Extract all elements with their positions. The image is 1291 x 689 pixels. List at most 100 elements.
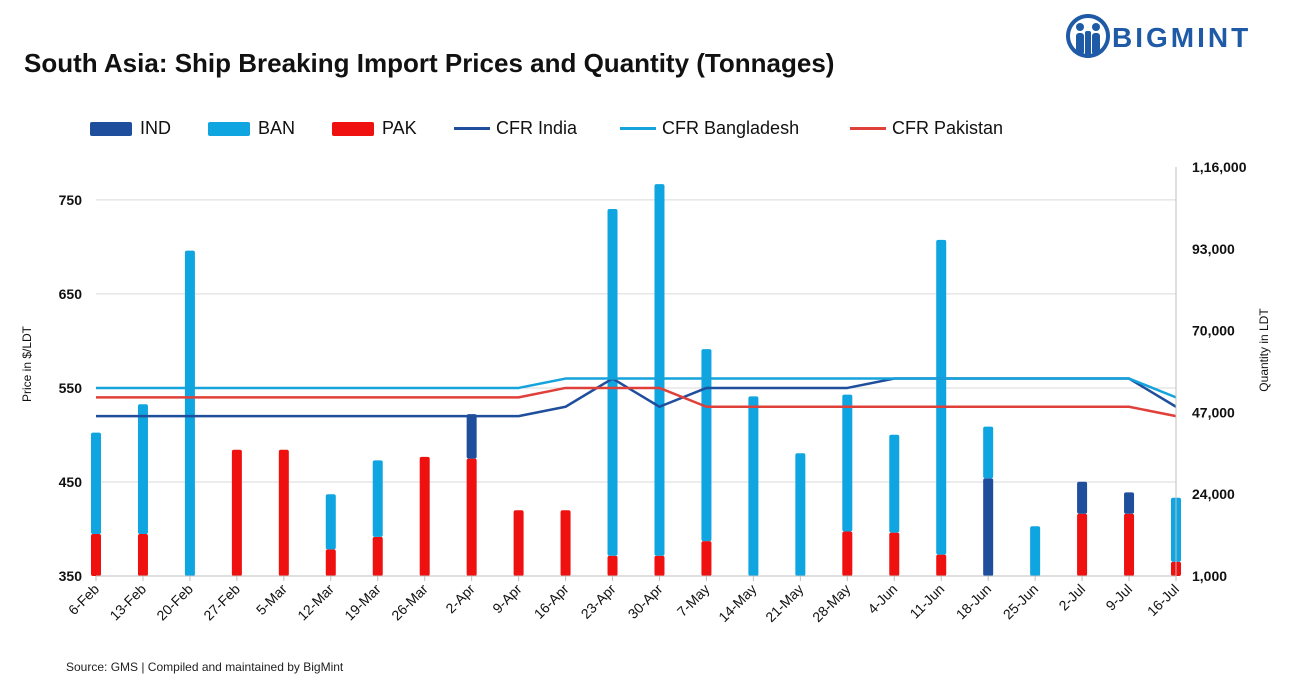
x-tick-label: 2-Jul	[1055, 581, 1088, 614]
legend-swatch-cfr-bangladesh	[620, 127, 656, 130]
x-tick-label: 21-May	[762, 581, 806, 625]
y2-axis-title: Quantity in LDT	[1257, 308, 1271, 392]
bar-ban	[654, 184, 665, 556]
legend-swatch-ind	[90, 121, 132, 136]
bar-ban	[372, 460, 383, 537]
x-tick-label: 9-Jul	[1102, 581, 1135, 614]
bar-pak	[701, 541, 712, 576]
bar-pak	[419, 456, 430, 576]
bigmint-logo-text: BIGMINT	[1112, 22, 1252, 53]
bigmint-logo-icon	[1066, 14, 1110, 58]
x-tick-label: 2-Apr	[442, 581, 478, 617]
bar-ban	[1030, 526, 1041, 576]
bar-ban	[91, 432, 101, 535]
x-tick-label: 9-Apr	[489, 581, 525, 617]
legend-item-cfr-pakistan: CFR Pakistan	[850, 118, 1003, 139]
x-tick-label: 18-Jun	[953, 581, 995, 623]
bar-pak	[1077, 513, 1088, 576]
x-tick-label: 4-Jun	[864, 581, 900, 617]
x-tick-label: 6-Feb	[65, 581, 102, 618]
y-tick-label: 750	[59, 192, 83, 208]
bar-pak	[372, 536, 383, 576]
bar-ban	[137, 404, 148, 535]
legend-swatch-ban	[208, 121, 250, 136]
x-tick-label: 23-Apr	[578, 581, 619, 622]
bar-pak	[607, 555, 618, 576]
legend-label-cfr-bangladesh: CFR Bangladesh	[662, 118, 800, 138]
legend-label-ind: IND	[140, 118, 171, 138]
bar-pak	[560, 510, 571, 576]
bar-pak	[936, 554, 947, 576]
x-tick-label: 19-Mar	[341, 581, 384, 624]
bar-layer	[91, 184, 1181, 577]
bar-ban	[607, 208, 618, 556]
bar-ban	[701, 349, 712, 542]
bar-pak	[1124, 513, 1135, 576]
x-tick-label: 11-Jun	[906, 581, 947, 622]
x-tick-label: 16-Jul	[1144, 581, 1182, 619]
legend-label-pak: PAK	[382, 118, 417, 138]
x-tick-label: 16-Apr	[531, 581, 572, 622]
legend-label-cfr-pakistan: CFR Pakistan	[892, 118, 1004, 138]
legend-item-ban: BAN	[208, 118, 295, 139]
x-tick-label: 28-May	[809, 581, 853, 625]
x-tick-label: 25-Jun	[1000, 581, 1042, 623]
bar-pak	[654, 555, 665, 576]
y-tick-label: 350	[59, 568, 83, 584]
line-cfr-bangladesh	[96, 377, 1177, 399]
bar-pak	[278, 449, 289, 576]
bar-ban	[842, 394, 853, 532]
bar-ban	[983, 426, 994, 479]
x-tick-label: 14-May	[715, 581, 759, 625]
legend-swatch-cfr-pakistan	[850, 127, 886, 130]
bar-pak	[231, 449, 242, 576]
line-cfr-pakistan	[96, 386, 1177, 418]
bar-ban	[748, 396, 759, 576]
bar-ban	[936, 239, 947, 555]
x-tick-label: 20-Feb	[153, 581, 196, 624]
bar-pak	[91, 534, 101, 576]
bar-pak	[842, 531, 853, 576]
y2-tick-label: 47,000	[1192, 404, 1235, 420]
bar-pak	[513, 510, 524, 576]
bar-pak	[137, 534, 148, 576]
bar-ban	[325, 494, 336, 550]
bigmint-logo: BIGMINT	[1066, 14, 1276, 64]
y2-tick-label: 93,000	[1192, 241, 1235, 257]
legend-item-pak: PAK	[332, 118, 417, 139]
y-tick-label: 450	[59, 474, 83, 490]
bar-ind	[1077, 481, 1088, 514]
line-layer	[96, 377, 1177, 418]
bar-pak	[889, 532, 900, 576]
legend-item-cfr-bangladesh: CFR Bangladesh	[620, 118, 799, 139]
x-tick-label: 13-Feb	[106, 581, 149, 624]
x-tick-label: 5-Mar	[253, 581, 290, 618]
legend-item-cfr-india: CFR India	[454, 118, 577, 139]
y-tick-label: 550	[59, 380, 83, 396]
bar-ind	[983, 478, 994, 576]
x-tick-label: 12-Mar	[294, 581, 337, 624]
legend-label-ban: BAN	[258, 118, 296, 138]
x-tick-label: 27-Feb	[200, 581, 243, 624]
bar-pak	[325, 549, 336, 576]
legend-label-cfr-india: CFR India	[496, 118, 578, 138]
source-note: Source: GMS | Compiled and maintained by…	[66, 660, 344, 674]
y2-tick-label: 70,000	[1192, 323, 1235, 339]
y2-tick-label: 24,000	[1192, 486, 1235, 502]
y-tick-label: 650	[59, 286, 83, 302]
y2-tick-label: 1,16,000	[1192, 159, 1247, 175]
y2-tick-label: 1,000	[1192, 568, 1227, 584]
x-tick-label: 30-Apr	[625, 581, 666, 622]
bar-pak	[466, 458, 477, 576]
bar-ind	[466, 414, 477, 459]
bar-ban	[184, 250, 195, 577]
bar-ban	[795, 453, 806, 576]
bar-ind	[1124, 492, 1135, 514]
x-tick-label: 7-May	[674, 581, 713, 620]
legend-swatch-cfr-india	[454, 127, 490, 130]
bar-ban	[889, 434, 900, 533]
legend-item-ind: IND	[90, 118, 171, 139]
x-tick-label: 26-Mar	[388, 581, 431, 624]
y-axis-title: Price in $/LDT	[20, 325, 34, 402]
